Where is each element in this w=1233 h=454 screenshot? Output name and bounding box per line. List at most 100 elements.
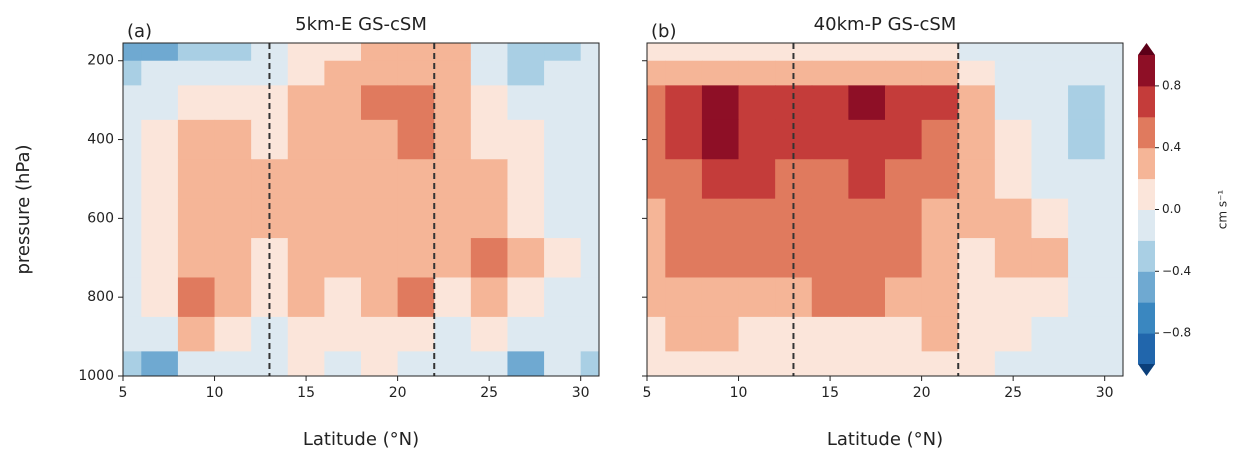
contour-cell: [811, 85, 849, 121]
contour-cell: [507, 85, 545, 121]
contour-cell: [123, 159, 142, 200]
colorbar-tick-label: 0.0: [1162, 202, 1181, 216]
contour-cell: [434, 60, 472, 86]
contour-cell: [544, 277, 582, 318]
contour-cell: [214, 316, 252, 352]
colorbar-over: [1138, 43, 1155, 55]
contour-cell: [580, 119, 600, 160]
contour-cell: [361, 159, 399, 200]
contour-cell: [287, 43, 325, 62]
contour-cell: [885, 277, 923, 318]
contour-cell: [665, 316, 703, 352]
contour-cell: [885, 198, 923, 239]
contour-cell: [214, 60, 252, 86]
contour-cell: [885, 351, 923, 377]
contour-cell: [177, 277, 216, 318]
x-tick-label: 30: [1096, 385, 1114, 401]
contour-cell: [994, 351, 1032, 377]
contour-cell: [701, 119, 740, 160]
contour-cell: [738, 277, 776, 318]
contour-cell: [434, 238, 472, 278]
contour-cell: [324, 238, 362, 278]
contour-cell: [544, 198, 582, 239]
contour-cell: [921, 43, 959, 62]
contour-cell: [177, 60, 216, 86]
contour-cell: [141, 119, 179, 160]
contour-cell: [1068, 316, 1106, 352]
contour-cell: [287, 159, 325, 200]
contour-cell: [994, 238, 1032, 278]
contour-cell: [580, 85, 600, 121]
x-tick-label: 15: [297, 385, 315, 401]
contour-cell: [994, 119, 1032, 160]
contour-cell: [885, 43, 923, 62]
contour-cell: [1031, 351, 1069, 377]
colorbar-tick-label: −0.8: [1162, 326, 1191, 340]
contour-cell: [580, 60, 600, 86]
contour-cell: [738, 238, 776, 278]
colorbar-bin: [1138, 240, 1155, 272]
y-tick-label: 600: [87, 210, 114, 226]
contour-cell: [994, 43, 1032, 62]
contour-cell: [177, 119, 216, 160]
colorbar-bin: [1138, 209, 1155, 241]
panel-label: (b): [651, 21, 676, 42]
contour-cell: [1031, 198, 1069, 239]
contour-cell: [885, 60, 923, 86]
contour-cell: [665, 85, 703, 121]
contour-cell: [287, 198, 325, 239]
contour-cell: [287, 277, 325, 318]
contour-cell: [1104, 119, 1124, 160]
plot-frame: [646, 42, 1124, 377]
contour-cell: [1068, 198, 1106, 239]
contour-cell: [580, 159, 600, 200]
contour-cell: [287, 238, 325, 278]
contour-cell: [123, 43, 142, 62]
contour-cell: [544, 238, 582, 278]
contour-cell: [507, 316, 545, 352]
contour-cell: [1104, 43, 1124, 62]
chart-title: 40km-P GS-cSM: [814, 14, 957, 35]
contour-cell: [123, 277, 142, 318]
contour-cell: [811, 316, 849, 352]
contour-cell: [324, 316, 362, 352]
contour-cell: [1031, 85, 1069, 121]
contour-cell: [848, 60, 886, 86]
contour-cell: [544, 119, 582, 160]
contour-cell: [361, 119, 399, 160]
x-tick-label: 25: [480, 385, 498, 401]
contour-cell: [397, 198, 435, 239]
contour-cell: [738, 351, 776, 377]
colorbar-bin: [1138, 333, 1155, 365]
contour-cell: [177, 43, 216, 62]
colorbar-bin: [1138, 116, 1155, 149]
contour-cell: [1068, 159, 1106, 200]
contour-cell: [214, 119, 252, 160]
contour-cell: [580, 316, 600, 352]
contour-cell: [434, 198, 472, 239]
x-tick-label: 15: [821, 385, 839, 401]
contour-cell: [177, 238, 216, 278]
contour-cell: [470, 43, 508, 62]
contour-cell: [1104, 238, 1124, 278]
contour-cell: [434, 159, 472, 200]
contour-cell: [123, 60, 142, 86]
contour-cell: [958, 277, 996, 318]
contour-cell: [738, 60, 776, 86]
contour-cell: [324, 119, 362, 160]
contour-cell: [214, 238, 252, 278]
contour-cell: [1068, 85, 1106, 121]
contour-cell: [507, 238, 545, 278]
contour-cell: [958, 85, 996, 121]
contour-cell: [647, 238, 666, 278]
contour-cell: [738, 159, 776, 200]
contour-cell: [1104, 60, 1124, 86]
contour-cell: [848, 85, 886, 121]
contour-cell: [470, 60, 508, 86]
contour-cell: [848, 119, 886, 160]
contour-cell: [738, 198, 776, 239]
x-tick-label: 30: [572, 385, 590, 401]
contour-cell: [647, 316, 666, 352]
colorbar-label: cm s⁻¹: [1216, 190, 1230, 230]
contour-cell: [544, 316, 582, 352]
